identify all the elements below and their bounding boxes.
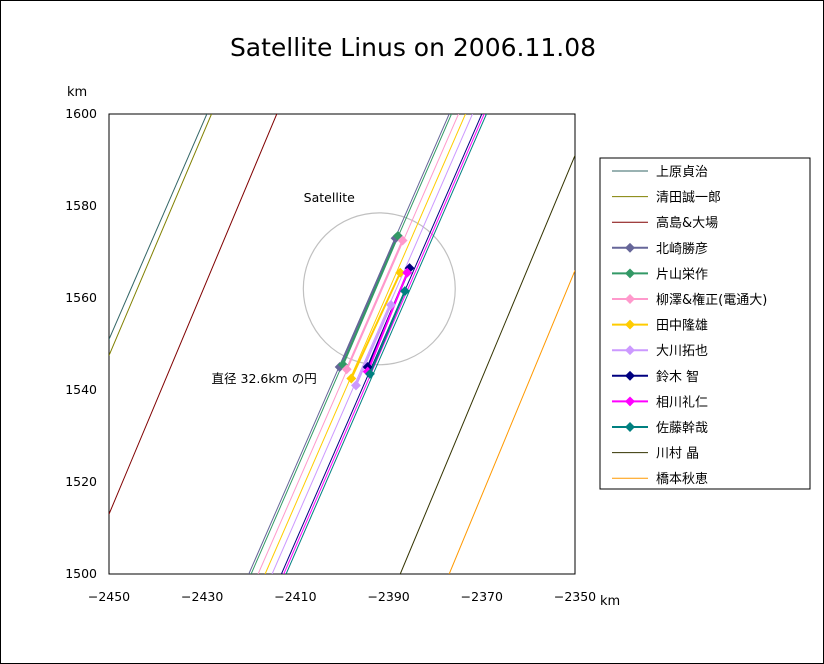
legend-label: 大川拓也 — [656, 344, 708, 359]
chord-line — [264, 114, 466, 574]
legend-box — [599, 157, 811, 490]
legend-label: 佐藤幹哉 — [656, 420, 708, 436]
legend-swatch-marker — [625, 294, 635, 304]
satellite-label: Satellite — [304, 190, 356, 205]
x-tick-label: −2390 — [367, 589, 409, 604]
chord-line — [109, 114, 208, 340]
data-point-marker — [341, 364, 352, 375]
chord-markers — [334, 230, 415, 391]
x-tick-label: −2410 — [274, 589, 316, 604]
legend-label: 片山栄作 — [656, 267, 708, 282]
x-tick-label: −2430 — [181, 589, 223, 604]
x-tick-label: −2350 — [554, 589, 596, 604]
y-axis-unit-label: km — [67, 85, 87, 100]
data-point-marker — [397, 235, 408, 246]
y-tick-label: 1600 — [65, 106, 97, 121]
diameter-annotation: 直径 32.6km の円 — [212, 371, 317, 386]
y-tick-label: 1560 — [65, 290, 97, 305]
x-axis: −2450 −2430 −2410 −2390 −2370 −2350 — [88, 589, 596, 604]
chord-lines — [109, 114, 575, 574]
plot-content — [109, 114, 575, 574]
legend-swatch-marker — [625, 242, 635, 253]
data-point-marker — [365, 368, 375, 379]
chord-line — [109, 114, 212, 356]
legend-swatch-marker — [625, 345, 635, 356]
legend-swatch-marker — [625, 319, 635, 330]
legend-swatch-marker — [625, 396, 635, 407]
y-tick-label: 1500 — [65, 566, 97, 581]
occultation-segment — [369, 290, 406, 375]
x-axis-unit-label: km — [600, 594, 620, 609]
legend-label: 柳澤&権正(電通大) — [656, 292, 767, 308]
legend-label: 上原貞治 — [656, 165, 708, 180]
data-point-marker — [385, 299, 396, 310]
plot-area — [108, 113, 576, 575]
satellite-circle — [302, 212, 456, 366]
legend-label: 鈴木 智 — [656, 370, 699, 385]
chord-line — [285, 114, 487, 574]
legend-swatch-marker — [625, 422, 635, 432]
occultation-segment — [338, 237, 397, 368]
data-point-marker — [351, 380, 361, 391]
x-tick-label: −2370 — [461, 589, 503, 604]
data-point-marker — [395, 267, 406, 278]
legend-label: 橋本秋恵 — [656, 472, 708, 487]
x-tick-label: −2450 — [88, 589, 130, 604]
chord-line — [271, 114, 473, 574]
occultation-segment — [366, 272, 409, 372]
data-point-marker — [402, 267, 413, 278]
data-point-marker — [399, 286, 410, 297]
chord-line — [283, 114, 485, 574]
occultation-segment — [345, 240, 404, 370]
y-tick-label: 1520 — [65, 474, 97, 489]
legend-label: 北崎勝彦 — [656, 241, 708, 257]
data-point-marker — [346, 373, 357, 384]
chord-line — [448, 270, 575, 574]
legend-label: 相川礼仁 — [656, 394, 708, 410]
y-axis: 1500 1520 1540 1560 1580 1600 — [65, 106, 97, 581]
chord-line — [399, 155, 575, 574]
occultation-segment — [342, 235, 399, 366]
y-tick-label: 1540 — [65, 382, 97, 397]
legend-swatch-marker — [625, 268, 635, 279]
legend-label: 高島&大場 — [656, 215, 718, 231]
legend-swatch-marker — [625, 370, 635, 381]
occultation-segment — [350, 272, 402, 379]
legend-label: 清田誠一郎 — [656, 191, 721, 206]
legend-label: 田中隆雄 — [656, 319, 708, 334]
legend-label: 川村 晶 — [656, 447, 699, 462]
chord-line — [109, 114, 278, 515]
chart-title: Satellite Linus on 2006.11.08 — [230, 33, 596, 62]
y-tick-label: 1580 — [65, 198, 97, 213]
occultation-segment — [355, 304, 392, 386]
